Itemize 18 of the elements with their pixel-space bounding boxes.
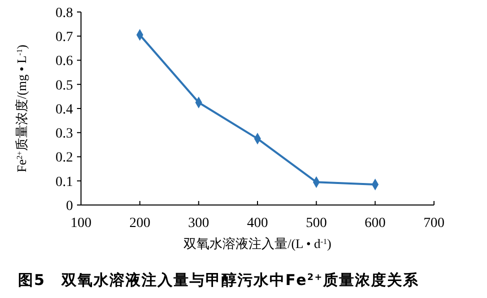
- x-tick-label: 600: [364, 216, 386, 231]
- y-tick-label: 0.7: [56, 30, 73, 46]
- y-tick-label: 0.3: [56, 126, 73, 142]
- x-tick-label: 400: [247, 216, 268, 231]
- y-tick-label: 0.4: [56, 102, 73, 118]
- y-tick-label: 0.8: [56, 6, 73, 21]
- y-tick-label: 0: [66, 198, 73, 214]
- x-tick-label: 100: [70, 216, 92, 231]
- y-tick-label: 0.2: [56, 150, 73, 166]
- x-tick-label: 700: [424, 216, 444, 231]
- text: 图5 双氧水溶液注入量与甲醇污水中Fe$^{2+}$质量浓度关系: [18, 271, 420, 289]
- y-tick-label: 0.6: [56, 54, 73, 70]
- x-axis-title: 双氧水溶液注入量/(L • d$^{-1}$): [184, 236, 332, 251]
- x-tick-label: 300: [188, 216, 210, 231]
- y-tick-label: 0.1: [56, 174, 73, 190]
- x-tick-label: 200: [129, 216, 150, 231]
- x-tick-label: 500: [306, 216, 327, 231]
- y-tick-label: 0.5: [56, 78, 73, 94]
